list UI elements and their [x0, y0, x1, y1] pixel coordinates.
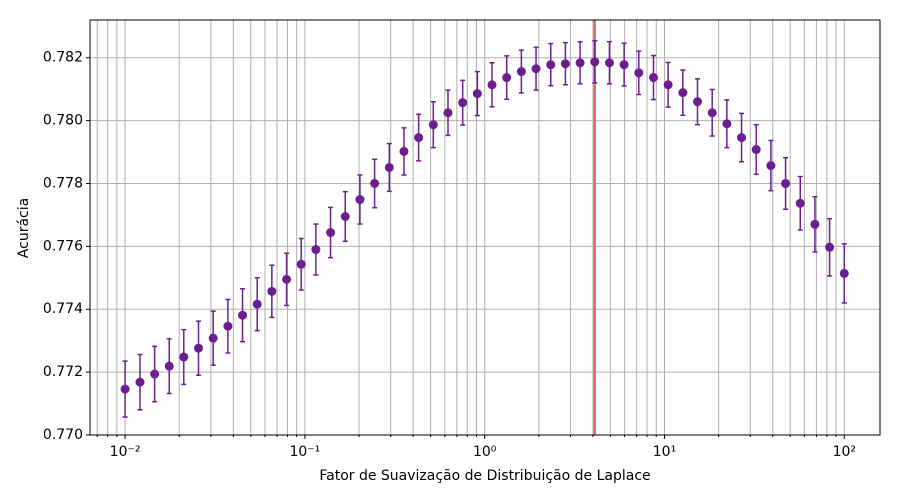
point [120, 384, 130, 394]
point [619, 60, 629, 70]
point [839, 268, 849, 278]
point [707, 108, 717, 118]
point [546, 60, 556, 70]
point [502, 73, 512, 83]
point [150, 369, 160, 379]
point [737, 133, 747, 143]
point [487, 80, 497, 90]
point [267, 286, 277, 296]
point [326, 228, 336, 238]
point [560, 59, 570, 69]
point [311, 245, 321, 255]
point [516, 67, 526, 77]
point [282, 274, 292, 284]
point [575, 58, 585, 68]
point [414, 133, 424, 143]
point [443, 108, 453, 118]
y-tick-label: 0.772 [43, 364, 83, 380]
point [678, 88, 688, 98]
point [340, 211, 350, 221]
point [355, 195, 365, 205]
point [810, 219, 820, 229]
x-tick-label: 10¹ [653, 444, 676, 460]
point [238, 310, 248, 320]
point [193, 343, 203, 353]
x-tick-label: 10⁻¹ [289, 444, 320, 460]
y-tick-label: 0.770 [43, 427, 83, 443]
point [296, 259, 306, 269]
point [531, 64, 541, 74]
point [208, 333, 218, 343]
point [722, 119, 732, 129]
point [428, 120, 438, 130]
y-tick-label: 0.782 [43, 50, 83, 66]
x-tick-label: 10² [833, 444, 856, 460]
point [164, 361, 174, 371]
point [135, 377, 145, 387]
plot-frame [89, 19, 881, 436]
point [384, 162, 394, 172]
point [590, 57, 600, 67]
point [223, 321, 233, 331]
y-axis-label: Acurácia [16, 198, 32, 258]
point [458, 98, 468, 108]
point [766, 161, 776, 171]
x-axis-label: Fator de Suavização de Distribuição de L… [319, 468, 650, 484]
y-tick-label: 0.780 [43, 113, 83, 129]
point [179, 352, 189, 362]
point [751, 145, 761, 155]
point [370, 178, 380, 188]
x-tick-label: 10⁰ [473, 444, 497, 460]
point [648, 73, 658, 83]
y-tick-label: 0.778 [43, 175, 83, 191]
point [472, 89, 482, 99]
point [399, 146, 409, 156]
point [795, 198, 805, 208]
point [663, 80, 673, 90]
point [825, 242, 835, 252]
point [781, 178, 791, 188]
point [252, 299, 262, 309]
x-tick-label: 10⁻² [110, 444, 141, 460]
y-tick-label: 0.776 [43, 238, 83, 254]
point [634, 68, 644, 78]
point [604, 58, 614, 68]
point [693, 97, 703, 107]
y-tick-label: 0.774 [43, 301, 83, 317]
